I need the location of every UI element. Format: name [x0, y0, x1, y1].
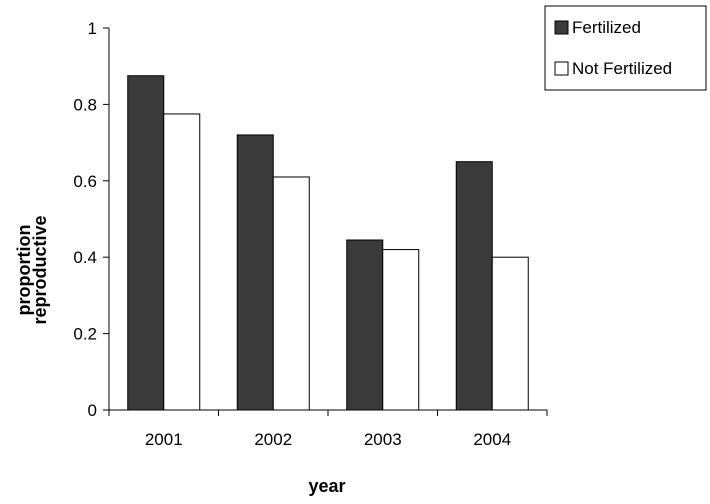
bar-not-fertilized-2001: [163, 113, 201, 411]
x-tick-label-2003: 2003: [364, 430, 402, 449]
legend-box: [544, 5, 707, 91]
bar-not-fertilized-2002: [272, 176, 310, 411]
x-tick-label-2001: 2001: [145, 430, 183, 449]
x-tick-label-2002: 2002: [254, 430, 292, 449]
legend-label-fertilized: Fertilized: [572, 18, 641, 37]
bar-not-fertilized-2004: [491, 256, 529, 411]
legend: Fertilized Not Fertilized: [544, 5, 707, 91]
bar-fertilized-2001: [127, 75, 165, 411]
y-axis-title-line-2: reproductive: [30, 215, 50, 324]
y-tick-label: 0.8: [73, 95, 97, 114]
bar-not-fertilized-2003: [382, 249, 420, 411]
y-tick-label: 0: [88, 401, 97, 420]
legend-label-not-fertilized: Not Fertilized: [572, 59, 672, 78]
x-axis-title: year: [308, 476, 345, 496]
legend-swatch-fertilized: [554, 20, 569, 35]
y-tick-label: 0.4: [73, 248, 97, 267]
bars-group: [127, 75, 529, 411]
y-tick-label: 0.6: [73, 172, 97, 191]
y-axis-title: proportion reproductive: [14, 215, 50, 324]
y-tick-label: 1: [88, 19, 97, 38]
x-tick-label-2004: 2004: [473, 430, 511, 449]
bar-fertilized-2003: [346, 239, 384, 411]
bar-fertilized-2004: [455, 161, 493, 411]
y-ticks-group: 0 0.2 0.4 0.6 0.8 1: [73, 19, 109, 420]
legend-swatch-not-fertilized: [554, 61, 569, 76]
bar-fertilized-2002: [236, 134, 274, 411]
y-axis-title-line-1: proportion: [14, 225, 34, 316]
y-tick-label: 0.2: [73, 325, 97, 344]
x-ticks-group: 2001 2002 2003 2004: [108, 410, 548, 449]
